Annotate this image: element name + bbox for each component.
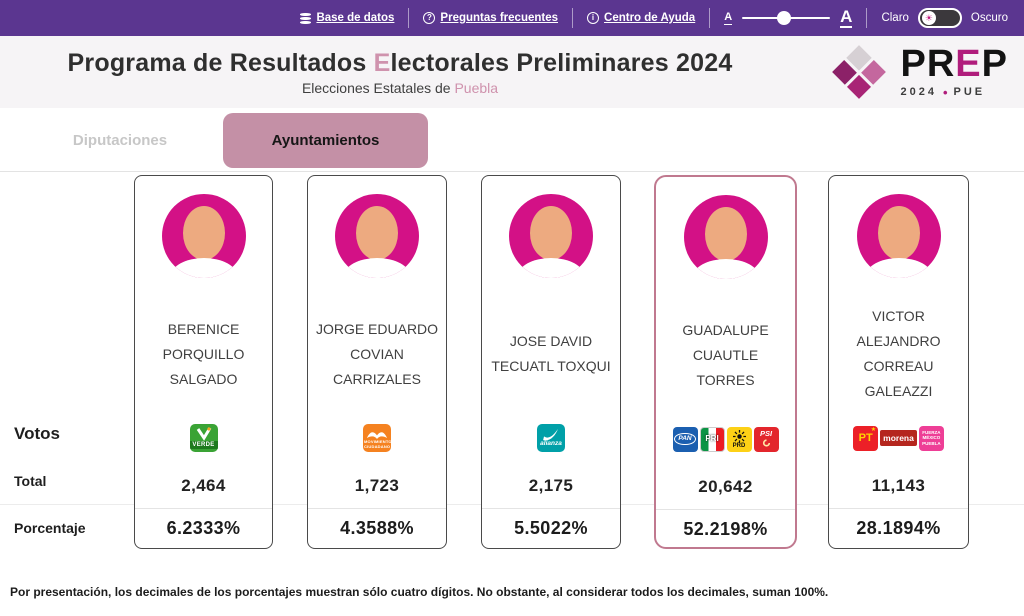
total-votes-value: 2,464 [181,476,226,495]
question-icon: ? [423,12,436,24]
percent-value: 6.2333% [166,518,241,538]
election-type-tabs: Diputaciones Ayuntamientos [0,108,1024,172]
votes-row-label: Votos [14,424,60,443]
divider [408,8,410,28]
candidate-name: JORGE EDUARDO COVIAN CARRIZALES [315,320,439,387]
tab-ayuntamientos[interactable]: Ayuntamientos [223,113,428,168]
pt-logo: ★ PT [853,425,879,451]
candidate-card-3[interactable]: JOSE DAVID TECUATL TOXQUI alianza 2,175 … [481,175,621,549]
candidate-avatar [161,194,246,278]
sun-icon: ☀ [924,12,933,23]
percent-row-label: Porcentaje [14,520,86,536]
link-label: Preguntas frecuentes [440,12,559,24]
percent-value: 4.3588% [340,518,414,538]
movimiento-ciudadano-logo: MOVIMIENTO CIUDADANO [363,424,391,452]
prep-logo: PREP 2024 • PUE [830,43,1014,101]
link-centro-de-ayuda[interactable]: i Centro de Ayuda [587,12,695,24]
candidate-avatar [856,194,941,278]
percent-value: 5.5022% [514,518,588,538]
partido-verde-logo: VERDE [189,424,218,452]
font-size-slider[interactable] [742,11,831,25]
database-icon [300,12,312,24]
card-divider [482,508,620,509]
candidate-avatar [683,195,768,279]
percent-value: 52.2198% [683,519,768,539]
candidate-card-5[interactable]: VICTOR ALEJANDRO CORREAU GALEAZZI ★ PT m… [828,175,969,549]
morena-logo: morena [880,430,917,446]
results-area: Votos Total Porcentaje BERENICE PORQUILL… [0,172,1024,580]
page-subtitle: Elecciones Estatales de Puebla [301,79,499,96]
page-title-block: Programa de Resultados Electorales Preli… [60,49,740,96]
party-logos: VERDE [135,422,272,454]
link-label: Centro de Ayuda [604,12,696,24]
party-logos: MOVIMIENTO CIUDADANO [308,422,446,454]
candidate-name: VICTOR ALEJANDRO CORREAU GALEAZZI [856,308,941,399]
decimals-disclaimer: Por presentación, los decimales de los p… [10,585,829,599]
party-logos: PAN PRI PRD PSI [656,423,795,455]
card-divider [656,509,795,510]
link-preguntas-frecuentes[interactable]: ? Preguntas frecuentes [423,12,558,24]
theme-toggle-knob: ☀ [921,11,936,25]
fuerza-por-mexico-logo: FUERZA MÉXICO PUEBLA [918,425,944,451]
total-row-label: Total [14,473,47,489]
pan-logo: PAN [672,426,698,452]
theme-light-label: Claro [881,12,909,24]
card-divider [308,508,446,509]
candidate-avatar [335,194,419,278]
divider [709,8,711,28]
prd-logo: PRD [726,426,752,452]
prep-diamond-icon [830,43,888,101]
party-logos: alianza [482,422,620,454]
page-title: Programa de Resultados Electorales Preli… [67,48,733,77]
theme-toggle[interactable]: ☀ [917,8,962,28]
tab-diputaciones[interactable]: Diputaciones [72,131,168,149]
psi-logo: PSI [753,426,779,452]
theme-dark-label: Oscuro [970,12,1008,24]
candidate-avatar [509,194,593,278]
party-logos: ★ PT morena FUERZA MÉXICO PUEBLA [829,422,968,454]
total-votes-value: 1,723 [354,476,400,495]
card-divider [829,508,968,509]
candidate-card-1[interactable]: BERENICE PORQUILLO SALGADO VERDE 2,464 6… [134,175,273,549]
font-smaller-button[interactable]: A [724,11,733,25]
total-votes-value: 2,175 [528,476,574,495]
percent-value: 28.1894% [856,518,941,538]
divider [572,8,574,28]
topbar: Base de datos ? Preguntas frecuentes i C… [0,0,1024,36]
prep-logo-text: PREP 2024 • PUE [900,42,1008,100]
card-divider [135,508,272,509]
star-icon: ★ [870,426,877,433]
pri-logo: PRI [699,426,725,452]
theme-control: Claro ☀ Oscuro [881,8,1008,28]
candidate-name: GUADALUPE CUAUTLE TORRES [682,321,769,388]
total-votes-value: 11,143 [871,476,926,495]
page-header: Programa de Resultados Electorales Preli… [0,36,1024,108]
divider [866,8,868,28]
candidate-name: BERENICE PORQUILLO SALGADO [162,320,245,387]
font-size-control: A A [724,7,853,29]
nueva-alianza-logo: alianza [537,424,565,452]
font-size-slider-thumb[interactable] [777,11,792,25]
link-base-de-datos[interactable]: Base de datos [300,12,394,24]
font-larger-button[interactable]: A [840,7,853,29]
candidate-card-2[interactable]: JORGE EDUARDO COVIAN CARRIZALES MOVIMIEN… [307,175,447,549]
info-icon: i [587,12,600,24]
total-votes-value: 20,642 [698,477,753,496]
candidate-card-4[interactable]: GUADALUPE CUAUTLE TORRES PAN PRI PRD PSI… [654,175,797,549]
link-label: Base de datos [316,12,395,24]
candidate-name: JOSE DAVID TECUATL TOXQUI [491,333,611,374]
